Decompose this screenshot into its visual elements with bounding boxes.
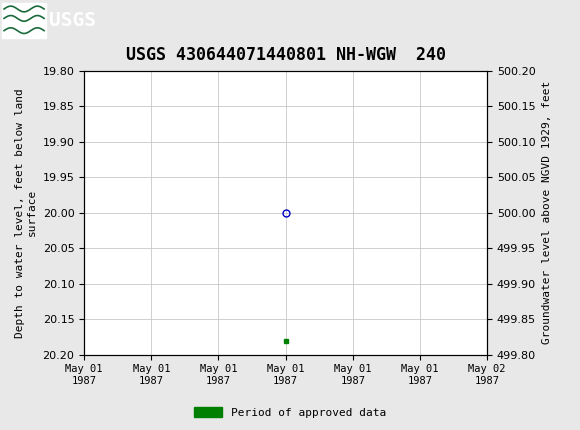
Legend: Period of approved data: Period of approved data	[190, 403, 390, 422]
Bar	[2, 3, 46, 37]
Y-axis label: Groundwater level above NGVD 1929, feet: Groundwater level above NGVD 1929, feet	[542, 81, 552, 344]
Y-axis label: Depth to water level, feet below land
surface: Depth to water level, feet below land su…	[15, 88, 37, 338]
Title: USGS 430644071440801 NH-WGW  240: USGS 430644071440801 NH-WGW 240	[126, 46, 445, 64]
Text: USGS: USGS	[49, 11, 96, 30]
